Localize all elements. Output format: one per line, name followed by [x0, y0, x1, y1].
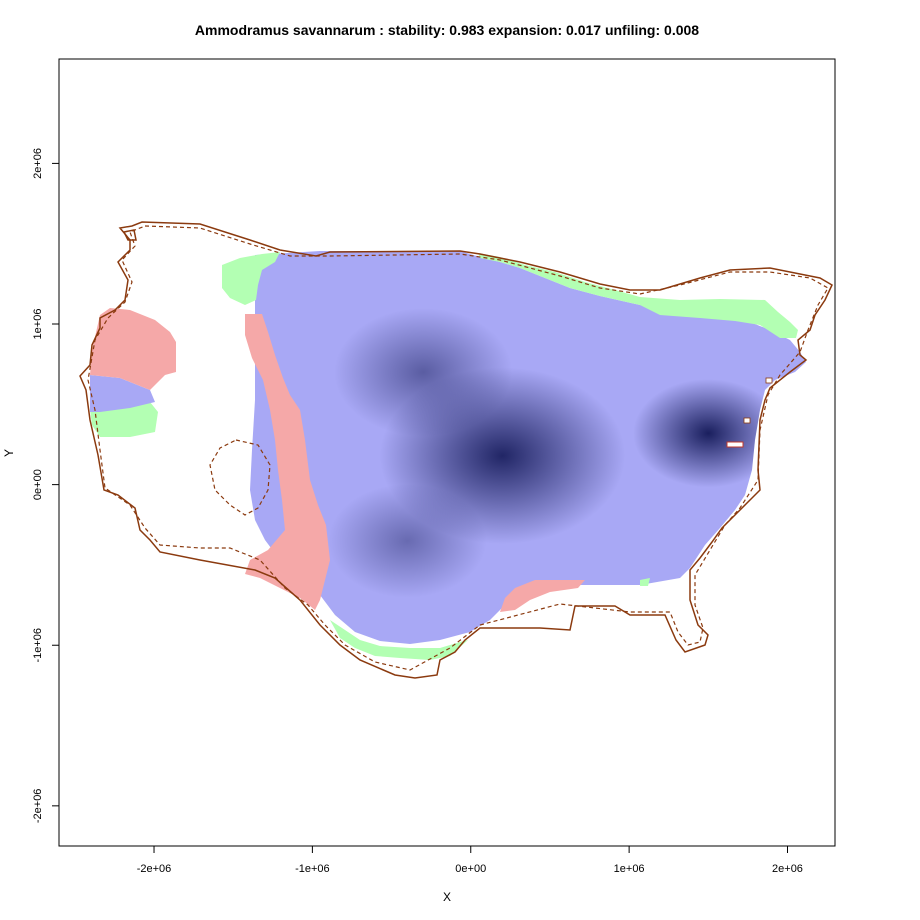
unfilling-region-south: [500, 580, 585, 612]
unfilling-region-central: [245, 314, 330, 610]
y-axis-label: Y: [2, 449, 16, 457]
y-tick-label: 1e+06: [32, 309, 44, 340]
boundary-notch: [122, 229, 137, 241]
y-axis: -2e+06 -1e+06 0e+00 1e+06 2e+06: [32, 148, 60, 824]
gap-marker-3: [726, 441, 744, 448]
expansion-region-south: [330, 620, 468, 660]
y-tick-label: -1e+06: [32, 628, 44, 663]
density-peak: [334, 308, 513, 437]
unfilling-region-west: [90, 308, 176, 390]
inner-dashed-loop: [209, 439, 271, 516]
gap-marker-1: [765, 377, 773, 384]
y-tick-label: -2e+06: [32, 789, 44, 824]
expansion-region-south-east: [640, 578, 650, 586]
expansion-region-north-west: [222, 252, 280, 305]
chart-title: Ammodramus savannarum : stability: 0.983…: [195, 22, 699, 38]
x-axis-label: X: [443, 890, 451, 904]
y-tick-label: 0e+00: [32, 469, 44, 500]
gap-marker-2: [743, 417, 751, 424]
range-boundary-dashed: [87, 225, 829, 671]
stability-region-west: [90, 375, 155, 412]
x-tick-label: -1e+06: [295, 863, 330, 875]
x-tick-label: 1e+06: [614, 863, 645, 875]
x-tick-label: 0e+00: [455, 863, 486, 875]
range-boundary-solid: [79, 221, 833, 679]
expansion-region-north-east: [478, 253, 798, 338]
y-tick-label: 2e+06: [32, 148, 44, 179]
density-peak: [633, 379, 784, 488]
x-tick-label: 2e+06: [772, 863, 803, 875]
x-tick-label: -2e+06: [137, 863, 172, 875]
x-axis: -2e+06 -1e+06 0e+00 1e+06 2e+06: [137, 845, 803, 875]
density-peak: [328, 483, 487, 598]
stability-density-layer: [328, 308, 784, 598]
plot-area: [79, 221, 833, 679]
